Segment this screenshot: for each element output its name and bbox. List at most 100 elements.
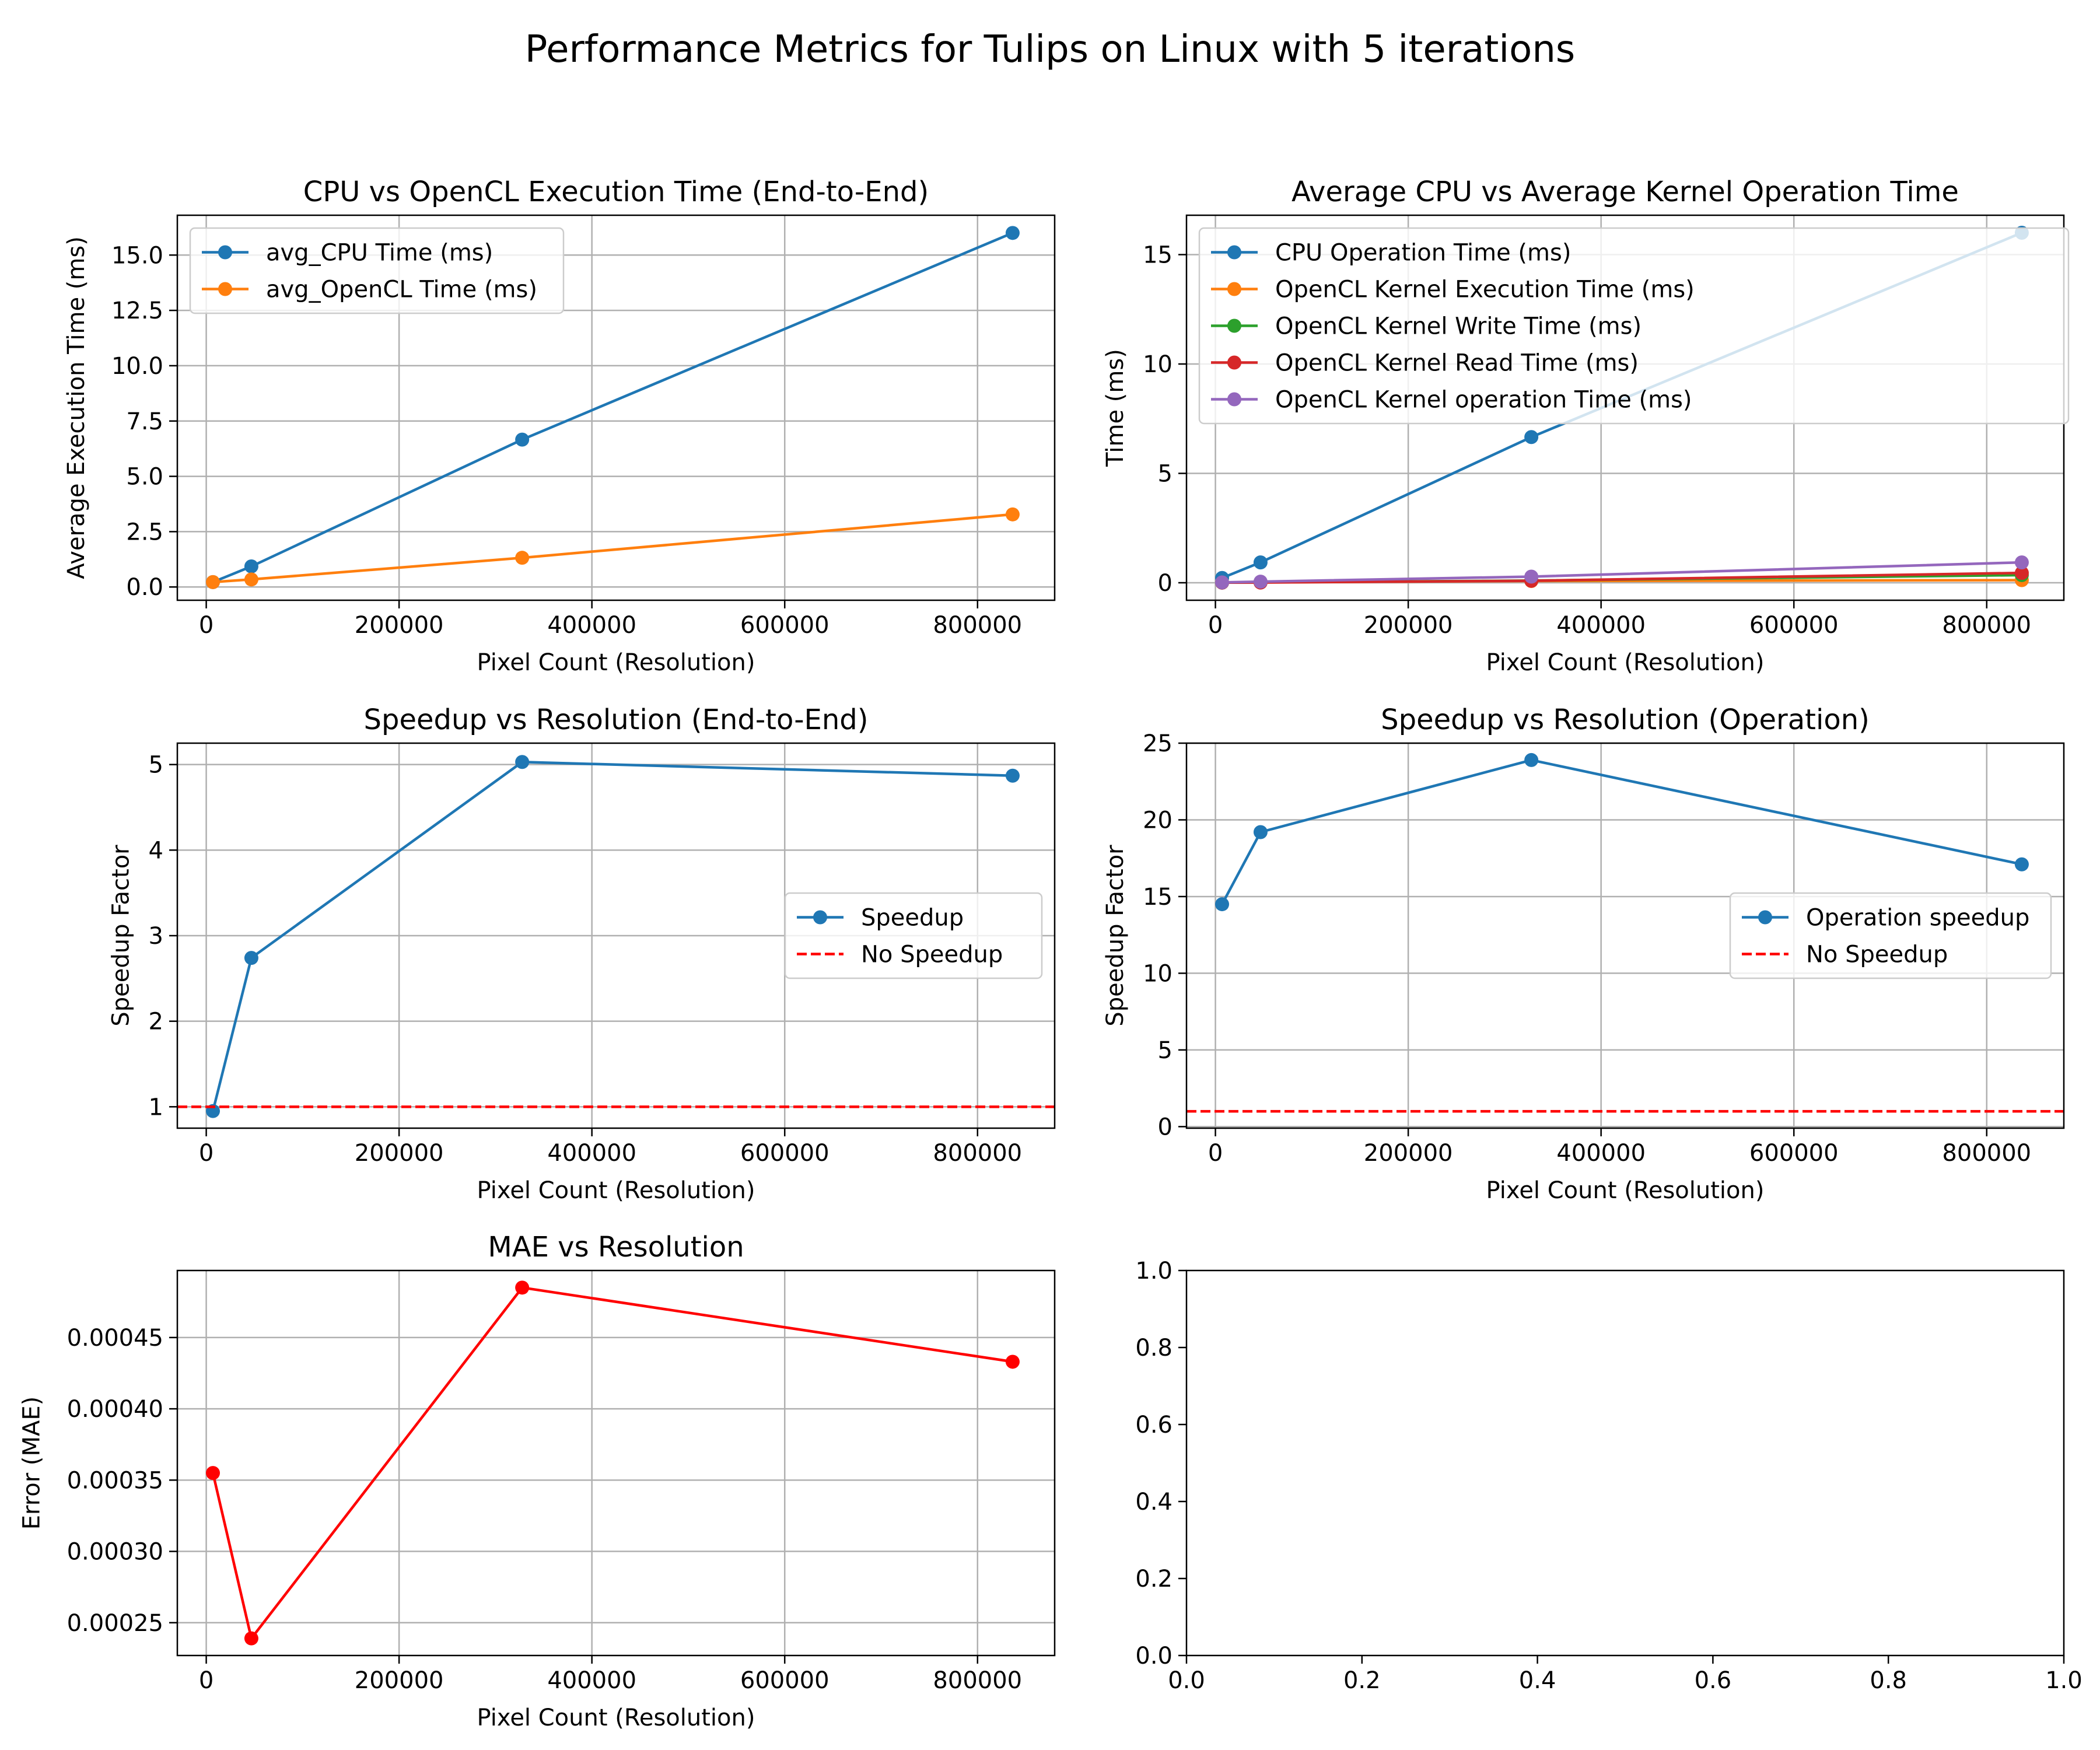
x-tick-label: 600000 [740,612,830,639]
legend-label: Speedup [861,905,964,932]
y-tick-label: 5 [149,752,163,779]
legend-label: CPU Operation Time (ms) [1275,240,1571,267]
y-tick-label: 0.2 [1135,1566,1172,1592]
x-axis-label: Pixel Count (Resolution) [1486,649,1765,676]
data-point [206,575,220,589]
data-point [1005,1354,1020,1369]
legend-label: OpenCL Kernel operation Time (ms) [1275,387,1692,414]
x-tick-label: 600000 [740,1667,830,1694]
data-point [206,1466,220,1480]
legend-label: No Speedup [1806,942,1948,968]
series-line [212,513,1013,584]
x-tick-label: 400000 [547,612,636,639]
data-point [515,1280,530,1295]
subplot-6: 0.0 0.2 0.4 0.6 0.8 1.0 0.0 0.2 0.4 0.6 0.8 1.0 [1135,1258,2082,1694]
series-line [211,761,1013,1112]
data-point [1524,430,1539,444]
data-point [1253,825,1268,839]
axes-frame [1185,742,2065,1129]
y-tick-label: 12.5 [111,298,163,324]
y-tick-label: 15.0 [111,242,163,269]
chart-title: CPU vs OpenCL Execution Time (End-to-End… [303,176,929,208]
y-tick-label: 1.0 [1135,1258,1172,1284]
y-tick-label: 0.00035 [67,1467,163,1494]
y-tick-label: 0.00025 [67,1610,163,1637]
legend-marker [1227,392,1241,407]
subplot-3: 0 200000 400000 600000 800000 1 2 3 4 5 Speedup vs… [108,704,1056,1204]
y-tick-label: 2.5 [126,519,163,545]
x-tick-label: 0.0 [1168,1667,1205,1694]
x-tick-label: 200000 [355,1140,444,1167]
y-tick-label: 10 [1143,351,1172,378]
y-tick-label: 5 [1158,1037,1172,1064]
data-point [2014,555,2029,570]
legend-box [784,892,1043,979]
x-tick-label: 1.0 [2045,1667,2082,1694]
axes-frame [176,1269,1056,1657]
x-tick-label: 0 [199,1140,214,1167]
y-tick-label: 1 [149,1094,163,1121]
x-tick-label: 800000 [1942,1140,2031,1167]
data-point [1215,575,1230,590]
chart-title: Average CPU vs Average Kernel Operation … [1292,176,1959,208]
data-point [1215,897,1230,912]
data-point [515,551,530,565]
series-line [1221,758,2022,905]
data-point [244,559,258,573]
x-tick-label: 400000 [547,1140,636,1167]
legend-label: avg_OpenCL Time (ms) [266,276,537,303]
subplot-1: 0 200000 400000 600000 800000 0.0 2.5 5.0 7.5 10.… [63,176,1056,676]
x-tick-label: 600000 [1749,612,1839,639]
y-tick-label: 5 [1158,461,1172,488]
data-point [1005,768,1020,783]
legend-label: OpenCL Kernel Read Time (ms) [1275,350,1639,377]
y-tick-label: 0.00040 [67,1396,163,1423]
chart-title: Speedup vs Resolution (Operation) [1381,704,1870,736]
x-tick-label: 600000 [740,1140,830,1167]
legend-marker [813,910,827,925]
legend-marker [1227,318,1241,333]
y-tick-label: 10.0 [111,353,163,380]
x-tick-label: 800000 [933,1667,1022,1694]
series-line [1222,561,2022,584]
y-tick-label: 0.0 [1135,1643,1172,1670]
legend-marker [218,245,232,260]
series-line [212,232,1013,583]
legend-box [1198,227,2070,425]
x-tick-label: 200000 [355,612,444,639]
y-tick-label: 20 [1143,807,1172,834]
y-tick-label: 0 [1158,1114,1172,1140]
x-tick-label: 0.4 [1519,1667,1556,1694]
data-point [1253,575,1268,589]
data-point [2014,566,2029,580]
x-tick-label: 400000 [1556,1140,1646,1167]
data-point [515,755,530,769]
data-point [2014,857,2029,872]
legend-marker [1227,355,1241,370]
x-tick-label: 0 [199,612,214,639]
y-tick-label: 3 [149,923,163,950]
x-axis-label: Pixel Count (Resolution) [477,1177,755,1204]
subplot-2: 0 200000 400000 600000 800000 0 5 10 15 Average C… [1102,176,2070,676]
x-tick-label: 800000 [933,1140,1022,1167]
y-axis-label: Speedup Factor [108,845,135,1027]
x-tick-label: 600000 [1749,1140,1839,1167]
data-point [515,432,530,447]
x-tick-label: 200000 [1364,612,1453,639]
y-tick-label: 0 [1158,570,1172,597]
y-axis-label: Error (MAE) [19,1396,46,1530]
y-tick-label: 5.0 [126,464,163,491]
x-tick-label: 400000 [1556,612,1646,639]
x-tick-label: 400000 [547,1667,636,1694]
y-tick-label: 10 [1143,960,1172,987]
x-tick-label: 800000 [1942,612,2031,639]
data-point [244,572,258,587]
x-tick-label: 0.8 [1870,1667,1907,1694]
x-tick-label: 0.2 [1343,1667,1381,1694]
axes-frame [1185,1269,2065,1657]
legend-label: OpenCL Kernel Write Time (ms) [1275,313,1642,340]
y-tick-label: 7.5 [126,408,163,435]
legend-box [189,227,565,314]
data-point [1524,569,1539,584]
chart-title: MAE vs Resolution [488,1231,744,1264]
